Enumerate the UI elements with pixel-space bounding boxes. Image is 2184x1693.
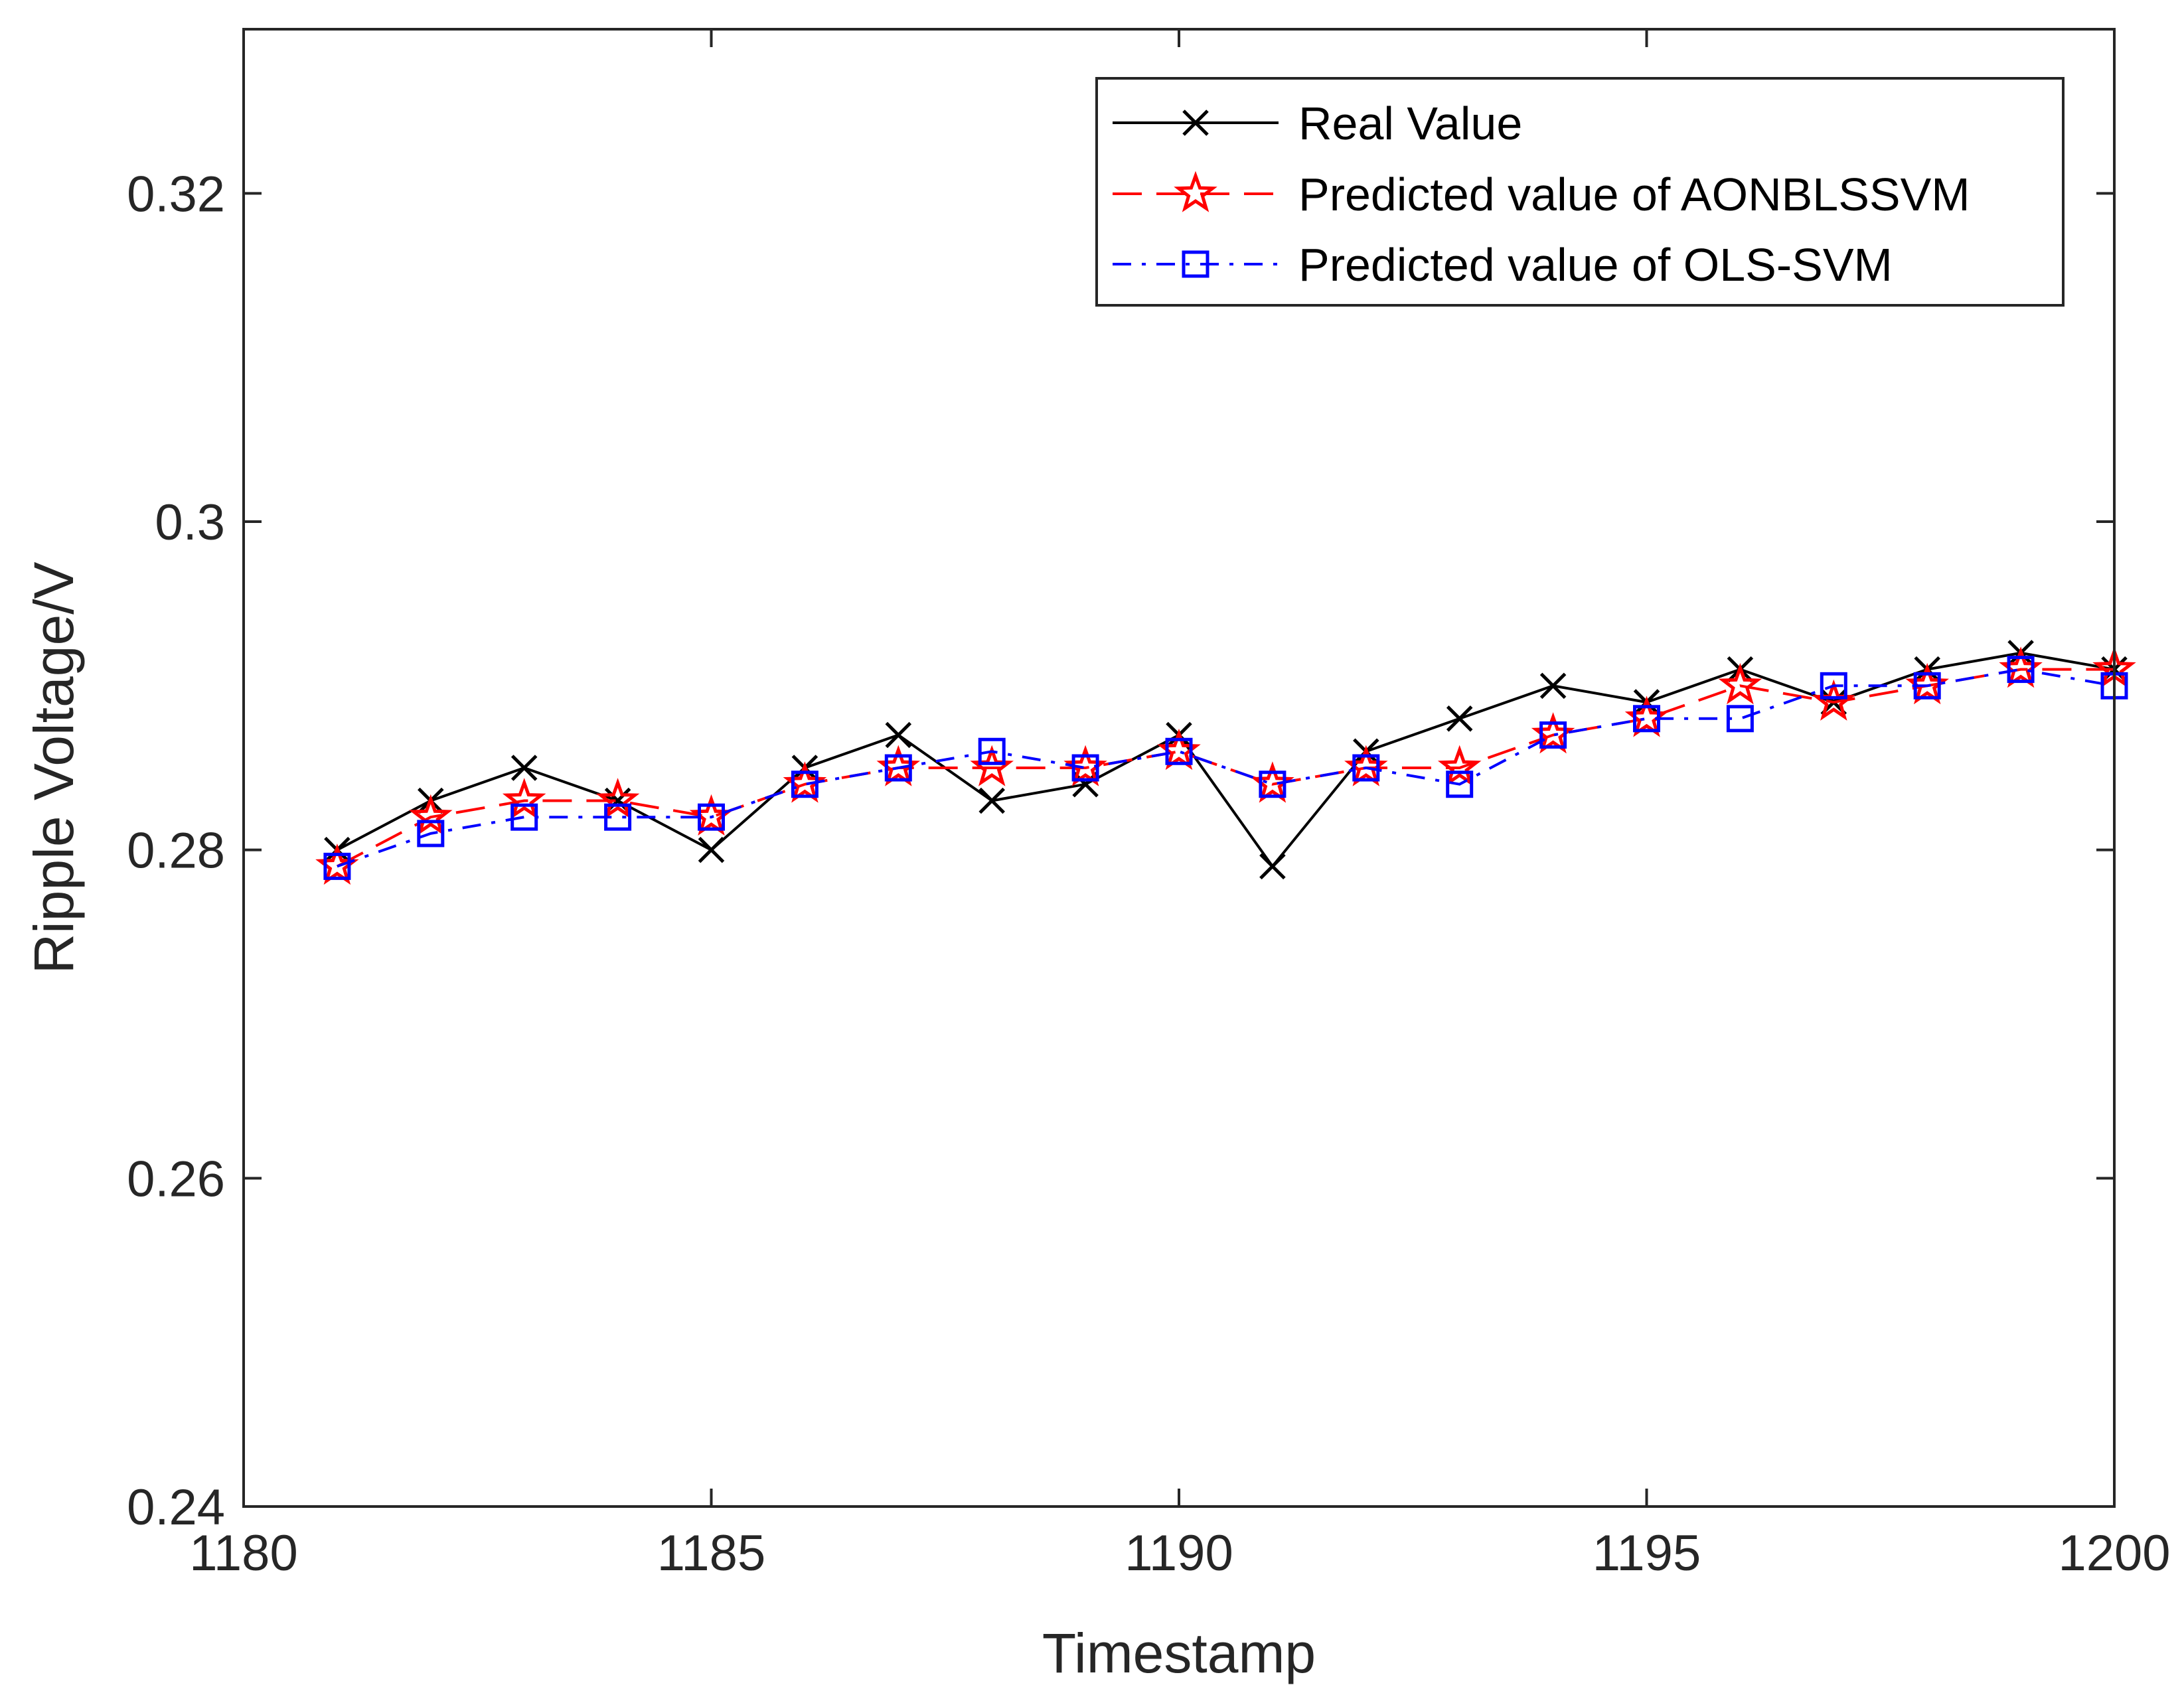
legend-entry-3: Predicted value of OLS-SVM — [1113, 239, 1893, 291]
legend-entry-2: Predicted value of AONBLSSVM — [1113, 169, 1970, 220]
legend-label: Real Value — [1298, 98, 1522, 149]
x-tick-label: 1190 — [1125, 1525, 1233, 1582]
data-point-marker — [1165, 737, 1193, 765]
data-point-marker — [1913, 672, 1941, 699]
x-tick-label: 1180 — [189, 1525, 297, 1582]
data-point-marker — [1820, 672, 1847, 699]
series-3 — [323, 656, 2128, 880]
y-tick-label: 0.26 — [127, 1151, 225, 1207]
y-tick-label: 0.24 — [127, 1479, 225, 1536]
data-point-marker — [978, 737, 1006, 765]
data-point-marker — [978, 787, 1005, 814]
data-point-marker — [1446, 705, 1473, 732]
legend: Real Value Predicted value of AONBLSSVM Pr… — [1095, 77, 2065, 307]
legend-label: Predicted value of OLS-SVM — [1298, 239, 1893, 291]
data-point-marker — [1259, 771, 1287, 798]
series-line — [336, 668, 2114, 868]
y-tick-label: 0.3 — [155, 494, 225, 551]
x-axis-title: Timestamp — [1042, 1622, 1316, 1684]
data-point-marker — [698, 836, 725, 863]
data-point-marker — [510, 803, 538, 831]
data-point-marker — [884, 754, 912, 782]
data-point-marker — [409, 794, 453, 836]
data-point-marker — [1259, 853, 1286, 880]
tick-labels: 1180 1185 1190 1195 1200 0.24 0.26 0.28 0.3 0.32 — [127, 166, 2170, 1582]
x-tick-label: 1200 — [2058, 1525, 2170, 1582]
data-point-marker — [1539, 721, 1567, 749]
data-point-marker — [1182, 250, 1209, 278]
series-layer — [315, 640, 2136, 885]
data-point-marker — [1539, 672, 1567, 699]
data-point-marker — [1352, 754, 1380, 782]
x-tick-label: 1195 — [1593, 1525, 1701, 1582]
data-point-marker — [1182, 110, 1209, 136]
x-tick-label: 1185 — [657, 1525, 765, 1582]
data-point-marker — [2007, 656, 2035, 684]
data-point-marker — [885, 721, 912, 749]
data-point-marker — [791, 771, 819, 798]
data-point-marker — [595, 778, 640, 820]
data-point-marker — [698, 803, 725, 831]
data-point-marker — [1726, 705, 1754, 733]
y-tick-label: 0.28 — [127, 823, 225, 879]
data-point-marker — [417, 820, 445, 847]
data-point-marker — [1446, 771, 1474, 798]
data-point-marker — [1437, 745, 1482, 786]
data-point-marker — [1174, 171, 1217, 212]
y-tick-label: 0.32 — [127, 166, 225, 222]
data-point-marker — [1633, 705, 1660, 733]
data-point-marker — [323, 852, 351, 880]
plot-frame — [242, 28, 2116, 1508]
data-point-marker — [604, 803, 632, 831]
data-point-marker — [1071, 754, 1099, 782]
data-point-marker — [510, 755, 538, 781]
y-axis-title: Ripple Voltage/V — [23, 561, 85, 974]
legend-label: Predicted value of AONBLSSVM — [1298, 169, 1970, 220]
data-point-marker — [502, 778, 546, 820]
data-point-marker — [1718, 662, 1762, 705]
legend-entry-1: Real Value — [1113, 98, 1522, 149]
legend-box — [1095, 77, 2065, 307]
